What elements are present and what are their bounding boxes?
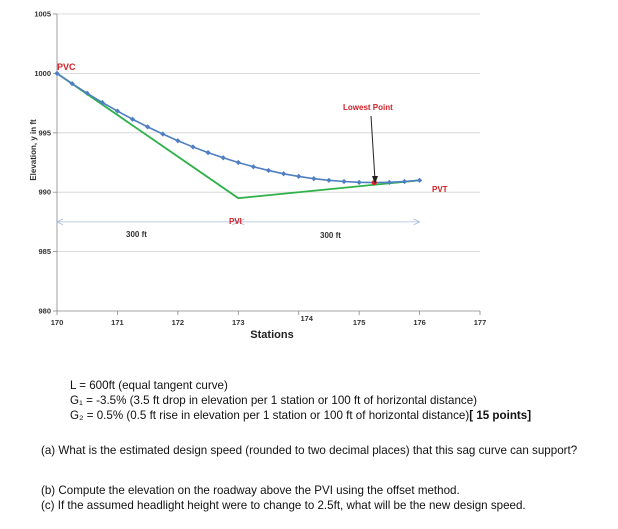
- curve-point: [401, 178, 408, 185]
- curve-point: [114, 108, 121, 114]
- curve-point: [265, 167, 272, 174]
- curve-point: [311, 176, 317, 182]
- curve-point: [54, 70, 60, 76]
- curve-point: [341, 178, 347, 185]
- given-length: L = 600ft (equal tangent curve): [70, 379, 228, 392]
- curve-point: [145, 124, 151, 130]
- points-label: [ 15 points]: [469, 409, 532, 422]
- question-c: (c) If the assumed headlight height were…: [41, 499, 526, 512]
- y-tick-label: 1000: [34, 69, 51, 78]
- x-tick-label: 172: [172, 318, 185, 327]
- dimension-arrowhead-left: [237, 218, 245, 226]
- gridlines: [57, 13, 480, 253]
- dimension-arrowhead-right: [413, 218, 421, 226]
- y-tick-label: 985: [38, 247, 51, 256]
- lowest-point-arrowhead: [372, 176, 378, 184]
- curve-point: [205, 150, 211, 156]
- curve-point: [250, 164, 256, 170]
- x-axis-label: Stations: [250, 329, 293, 341]
- question-b: (b) Compute the elevation on the roadway…: [41, 484, 460, 497]
- lowest-point-label: Lowest Point: [343, 103, 393, 112]
- curve-point: [129, 116, 136, 122]
- curve-point: [416, 177, 423, 183]
- y-tick-label: 990: [38, 188, 51, 197]
- y-tick-label: 980: [38, 307, 51, 316]
- curve-point: [175, 138, 181, 144]
- x-tick-label: 175: [353, 318, 366, 327]
- distance-left-label: 300 ft: [126, 230, 147, 239]
- dimension-arrows: [55, 218, 421, 226]
- curve-point: [84, 90, 90, 96]
- x-tick-label: 170: [51, 318, 64, 327]
- curve-point: [235, 159, 241, 166]
- question-a: (a) What is the estimated design speed (…: [41, 444, 578, 457]
- curve-point: [190, 144, 196, 150]
- curve-point: [326, 177, 332, 183]
- given-grade-1: G₁ = -3.5% (3.5 ft drop in elevation per…: [70, 394, 478, 407]
- x-tick-labels: 170 171 172 173 174 175 176 177: [51, 314, 487, 327]
- curve-point: [386, 179, 392, 185]
- x-tick-label: 176: [413, 318, 426, 327]
- curve-point: [220, 155, 226, 161]
- y-axis-label: Elevation, y in ft: [29, 119, 38, 181]
- given-grade-2: G₂ = 0.5% (0.5 ft rise in elevation per …: [70, 409, 470, 422]
- x-tick-label: 173: [232, 318, 245, 327]
- tangent-line: [56, 72, 420, 200]
- pvt-label: PVT: [432, 185, 448, 194]
- curve-point: [99, 99, 105, 106]
- x-tick-label: 174: [300, 314, 313, 323]
- y-tick-label: 995: [38, 128, 51, 137]
- lowest-point-pointer: [370, 115, 376, 181]
- curve-point: [296, 173, 302, 179]
- annotations: Elevation, y in ft Stations PVC PVI PVT …: [29, 62, 448, 341]
- curve-line: [56, 72, 420, 184]
- distance-right-label: 300 ft: [320, 231, 341, 240]
- y-tick-label: 1005: [34, 10, 51, 19]
- pvc-label: PVC: [57, 62, 76, 72]
- curve-point: [69, 81, 75, 87]
- given-grade-2-row: G₂ = 0.5% (0.5 ft rise in elevation per …: [70, 409, 531, 423]
- y-tick-labels: 980 985 990 995 1000 1005: [34, 10, 51, 316]
- curve-point: [281, 171, 287, 177]
- series-group: [54, 70, 423, 200]
- curve-point: [356, 179, 362, 185]
- axes: [53, 13, 481, 315]
- dimension-arrowhead-left: [55, 218, 64, 226]
- curve-point: [160, 131, 166, 137]
- x-tick-label: 171: [111, 318, 124, 327]
- x-tick-label: 177: [474, 318, 487, 327]
- pvi-label: PVI: [229, 217, 242, 226]
